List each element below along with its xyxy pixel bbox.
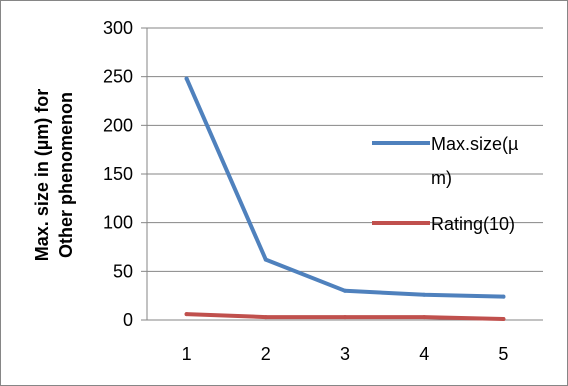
y-axis-label-line-1: Max. size in (µm) for [32,89,52,261]
y-tick-label-150: 150 [103,164,133,184]
legend: Max.size(µ m) Rating(10) [372,134,518,234]
series-1-point-3 [343,315,347,320]
x-tick-label-4: 4 [419,344,429,364]
legend-label-0-line-1: Max.size(µ [431,134,518,154]
y-axis-label-line-2: Other phenomenon [56,92,76,258]
series-1-point-2 [263,315,268,320]
y-tick-label-0: 0 [123,310,133,330]
series-0-point-3 [343,288,347,293]
y-tick-label-250: 250 [103,67,133,87]
series-0-point-5 [501,294,506,299]
legend-label-0-line-2: m) [431,168,452,188]
x-tick-label-1: 1 [182,344,192,364]
y-tick-label-200: 200 [103,115,133,135]
series-0-point-4 [422,292,427,297]
y-tick-label-50: 50 [113,261,133,281]
legend-label-1-line-1: Rating(10) [431,214,515,234]
series-1-point-5 [501,317,506,322]
x-tick-label-2: 2 [261,344,271,364]
series-1-point-1 [184,312,189,317]
series-0-point-1 [184,76,189,81]
grid [147,27,543,272]
x-tick-label-3: 3 [340,344,350,364]
axes: 0 50 100 150 200 250 300 1 2 3 4 5 [103,18,543,364]
y-tick-label-100: 100 [103,213,133,233]
x-tick-label-5: 5 [498,344,508,364]
series [184,76,506,322]
series-1-point-4 [422,315,427,320]
series-0-point-2 [263,257,268,262]
y-tick-label-300: 300 [103,18,133,38]
